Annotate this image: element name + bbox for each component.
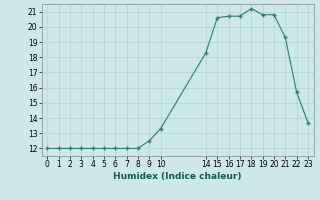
X-axis label: Humidex (Indice chaleur): Humidex (Indice chaleur)	[113, 172, 242, 181]
